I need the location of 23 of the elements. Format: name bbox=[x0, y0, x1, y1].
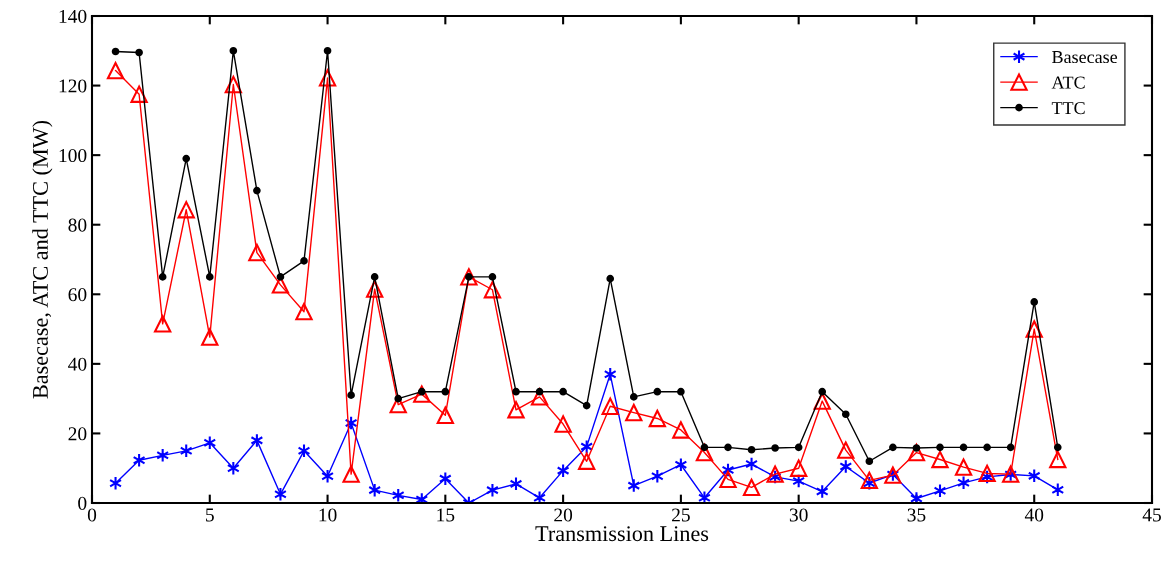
y-tick-label: 60 bbox=[68, 288, 87, 302]
x-tick-label: 30 bbox=[789, 508, 808, 522]
x-axis-title: Transmission Lines bbox=[535, 526, 709, 542]
y-tick-label: 140 bbox=[59, 9, 87, 23]
x-tick-label: 40 bbox=[1024, 508, 1044, 522]
x-tick-label: 25 bbox=[672, 508, 690, 522]
x-tick-label: 10 bbox=[319, 508, 337, 522]
x-tick-label: 20 bbox=[554, 508, 573, 522]
x-tick-label: 35 bbox=[907, 508, 926, 522]
y-tick-label: 0 bbox=[78, 496, 87, 510]
legend-label: Basecase bbox=[1052, 51, 1118, 64]
y-tick-label: 40 bbox=[68, 357, 87, 371]
y-axis-title: Basecase, ATC and TTC (MW) bbox=[32, 120, 53, 399]
y-tick-label: 80 bbox=[68, 218, 87, 232]
y-tick-label: 100 bbox=[59, 148, 87, 163]
x-tick-label: 45 bbox=[1142, 508, 1161, 522]
x-tick-label: 5 bbox=[206, 508, 214, 522]
y-tick-label: 20 bbox=[68, 427, 87, 441]
legend-label: ATC bbox=[1051, 76, 1085, 89]
legend-label: TTC bbox=[1051, 102, 1085, 115]
x-tick-label: 0 bbox=[87, 508, 97, 522]
x-tick-label: 15 bbox=[437, 508, 455, 522]
y-tick-label: 120 bbox=[59, 79, 87, 93]
